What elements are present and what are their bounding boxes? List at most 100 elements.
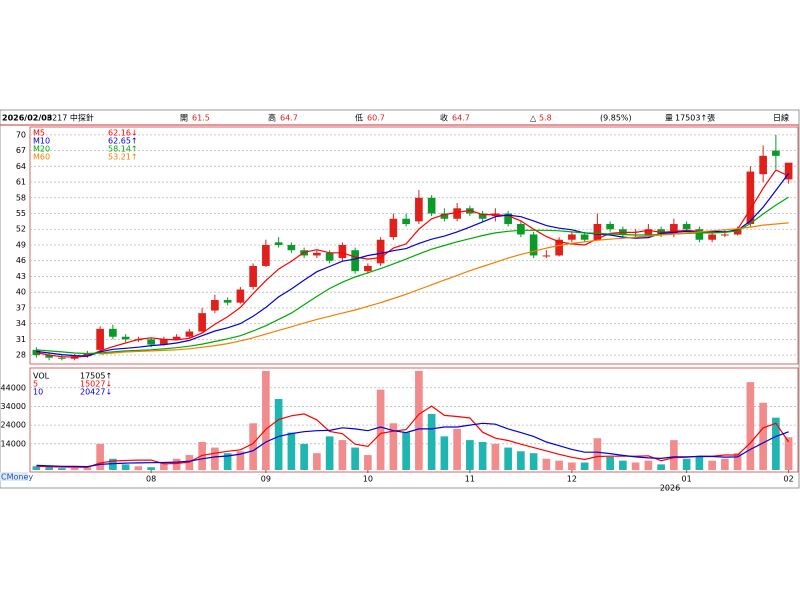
candle-body [147, 339, 155, 345]
x-tick-label: 11 [465, 475, 475, 484]
legend-label: M60 [33, 153, 50, 162]
volume-bar [121, 464, 130, 470]
volume-bar [134, 466, 143, 470]
candle-body [249, 265, 257, 287]
y-tick-label: 70 [16, 130, 26, 139]
legend-value: 62.16↓ [108, 129, 138, 138]
volume-bar [223, 453, 232, 470]
y-tick-label: 55 [16, 209, 26, 218]
candle-body [606, 224, 614, 230]
y-tick-label: 37 [16, 303, 26, 312]
header-volume-label: 量 [665, 114, 673, 123]
volume-bar [364, 455, 372, 470]
legend-label: M10 [33, 137, 50, 146]
volume-bar [580, 462, 589, 470]
brand: CMoney [1, 473, 33, 482]
volume-bar [415, 370, 423, 470]
y-tick-label: 61 [16, 178, 26, 187]
volume-bar [453, 428, 461, 470]
legend-label: 5 [33, 380, 38, 389]
volume-bar [695, 456, 704, 470]
volume-bar [376, 389, 385, 470]
header-label: 低 [355, 113, 363, 123]
candle-body [708, 234, 716, 240]
volume-bar [172, 458, 181, 470]
volume-bar [504, 447, 512, 470]
header-value: 5.8 [539, 114, 552, 123]
legend-value: 20427↓ [80, 388, 112, 397]
legend-value: 17505↑ [80, 372, 112, 381]
y-tick-label: 43 [16, 272, 26, 281]
candle-body [58, 357, 66, 359]
brand-box [0, 472, 28, 481]
header-label: 高 [268, 113, 276, 123]
candle-body [172, 336, 181, 340]
candle-body [580, 234, 589, 240]
candle-body [695, 229, 704, 240]
candle-body [83, 353, 92, 357]
volume-bar [542, 458, 551, 470]
candle-body [185, 331, 194, 337]
header-period[interactable]: 日線 [773, 113, 789, 123]
volume-bar [313, 453, 321, 470]
volume-bar [529, 453, 538, 470]
volume-bar [402, 432, 410, 470]
candle-body [478, 213, 487, 219]
x-tick-label: 08 [146, 475, 156, 484]
legend-value: 15027↓ [80, 380, 112, 389]
candle-body [96, 328, 104, 350]
volume-bar [491, 443, 500, 470]
x-tick-label: 10 [363, 475, 373, 484]
y-tick-label: 44000 [1, 383, 26, 392]
candle-body [236, 289, 245, 303]
volume-bar [427, 413, 436, 470]
y-tick-label: 49 [16, 240, 26, 249]
candle-body [287, 244, 296, 251]
header-value: 64.7 [280, 114, 298, 123]
volume-bar [325, 436, 334, 470]
ma-line [36, 169, 789, 358]
volume-bar [670, 440, 678, 470]
candle-body [772, 150, 780, 156]
candle-body [427, 197, 436, 214]
candle-body [223, 300, 232, 303]
volume-bar [746, 382, 755, 470]
candle-body [351, 250, 359, 272]
legend-value: 58.14↑ [108, 145, 138, 154]
candle-body [644, 229, 653, 235]
volume-bar [351, 447, 359, 470]
candle-body [746, 171, 755, 225]
y-tick-label: 67 [16, 146, 26, 155]
legend-label: M5 [33, 129, 45, 138]
volume-bar [249, 423, 257, 470]
candle-body [32, 349, 41, 356]
candle-body [313, 252, 321, 256]
volume-bar [96, 443, 104, 470]
y-tick-label: 14000 [1, 439, 26, 448]
ma-line [36, 422, 789, 468]
y-tick-label: 64 [16, 162, 26, 171]
header-date: 2026/02/03 [2, 114, 52, 123]
candle-body [682, 224, 691, 230]
candle-body [364, 265, 372, 272]
candle-body [504, 213, 512, 225]
candle-body [453, 208, 461, 219]
header-label: 開 [180, 114, 188, 123]
candle-body [568, 234, 576, 240]
ma-line [100, 222, 789, 355]
volume-bar [772, 417, 780, 470]
candle-body [440, 213, 449, 219]
y-tick-label: 52 [16, 225, 26, 234]
candle-body [211, 300, 219, 311]
year-label: 2026 [660, 484, 680, 493]
y-tick-label: 31 [16, 335, 26, 344]
header-value: 61.5 [192, 114, 210, 123]
x-tick-label: 02 [784, 475, 794, 484]
volume-bar [759, 402, 767, 470]
y-tick-label: 24000 [1, 421, 26, 430]
volume-bar [657, 464, 665, 470]
candle-body [555, 239, 563, 256]
y-tick-label: 28 [16, 351, 26, 360]
candle-body [389, 218, 398, 238]
ma-line [36, 196, 789, 355]
